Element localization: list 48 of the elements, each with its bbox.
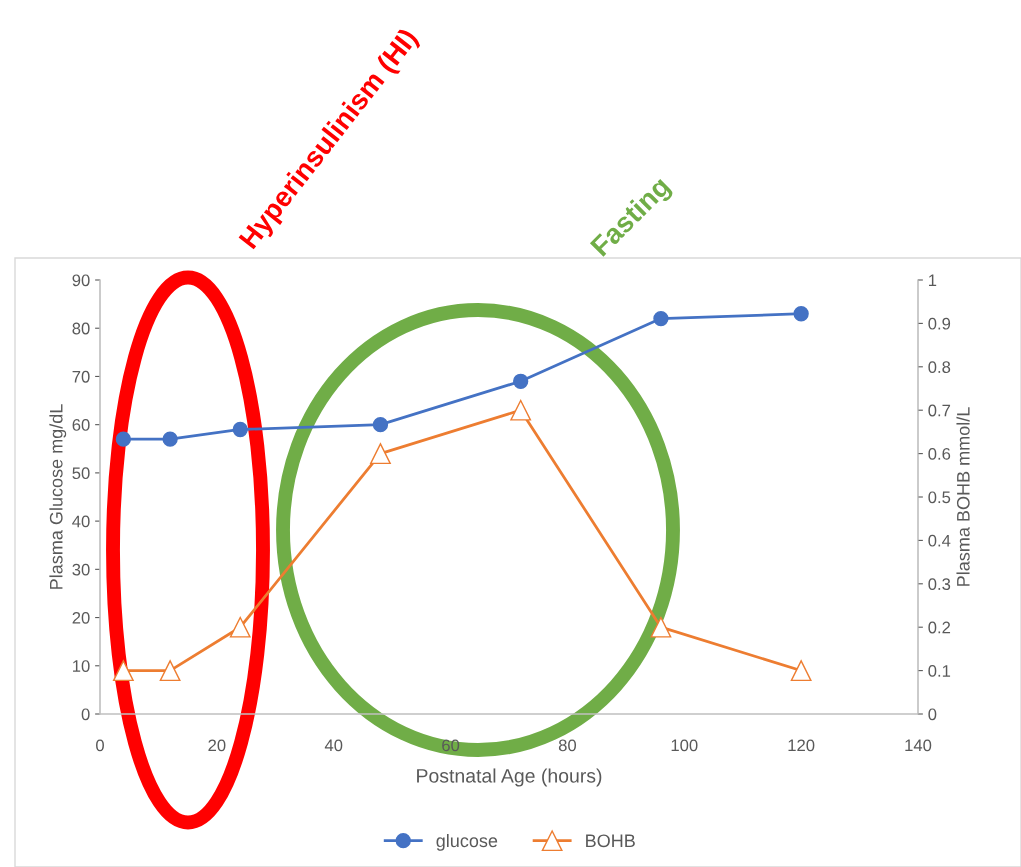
x-tick-label: 80 (558, 739, 577, 752)
y2-tick-label: 0.3 (928, 578, 951, 590)
y2-tick-label: 0.9 (928, 317, 951, 330)
legend-label: BOHB (586, 834, 635, 848)
x-tick-label: 140 (905, 739, 932, 752)
point (229, 616, 251, 638)
y-tick-label: 50 (72, 467, 90, 480)
y2-tick-label: 0.5 (928, 491, 951, 504)
y-tick-label: 20 (72, 611, 90, 624)
x-tick-label: 20 (208, 739, 226, 752)
point (159, 660, 181, 682)
y2-tick-label: 0.2 (928, 621, 951, 634)
y2-tick-label: 0.7 (928, 404, 951, 417)
y2-tick-label: 0.6 (928, 448, 951, 460)
point (372, 417, 389, 433)
y-tick-label: 60 (72, 419, 90, 431)
y2-tick-label: 1 (928, 274, 937, 287)
y-tick-label: 90 (72, 274, 90, 287)
point (370, 443, 391, 465)
y-axis-title: Plasma Glucose mg/dL (49, 404, 67, 589)
y2-tick-label: 0.8 (928, 361, 951, 373)
x-tick-label: 100 (671, 739, 698, 752)
point (650, 616, 672, 638)
point (513, 373, 529, 389)
x-tick-label: 60 (442, 739, 460, 752)
y-tick-label: 30 (72, 563, 90, 576)
point (115, 431, 132, 447)
y2-tick-label: 0 (928, 708, 937, 721)
x-tick-label: 120 (788, 739, 815, 752)
point (653, 310, 669, 327)
y-tick-label: 70 (72, 370, 90, 383)
y-tick-label: 0 (81, 708, 90, 721)
x-tick-label: 0 (96, 739, 104, 752)
point (790, 660, 812, 682)
x-axis-title: Postnatal Age (hours) (417, 768, 602, 787)
point (162, 431, 178, 447)
y2-axis-title: Plasma BOHB mmol/L (956, 407, 970, 586)
point (793, 306, 809, 322)
x-tick-label: 40 (324, 739, 343, 752)
legend-label: glucose (436, 833, 498, 851)
point (510, 399, 532, 421)
y-tick-label: 40 (72, 515, 90, 528)
point (112, 660, 134, 682)
y-tick-label: 80 (72, 322, 90, 335)
y2-tick-label: 0.4 (928, 534, 951, 547)
y-tick-label: 10 (73, 660, 90, 672)
y2-tick-label: 0.1 (928, 665, 951, 677)
point (232, 421, 248, 438)
